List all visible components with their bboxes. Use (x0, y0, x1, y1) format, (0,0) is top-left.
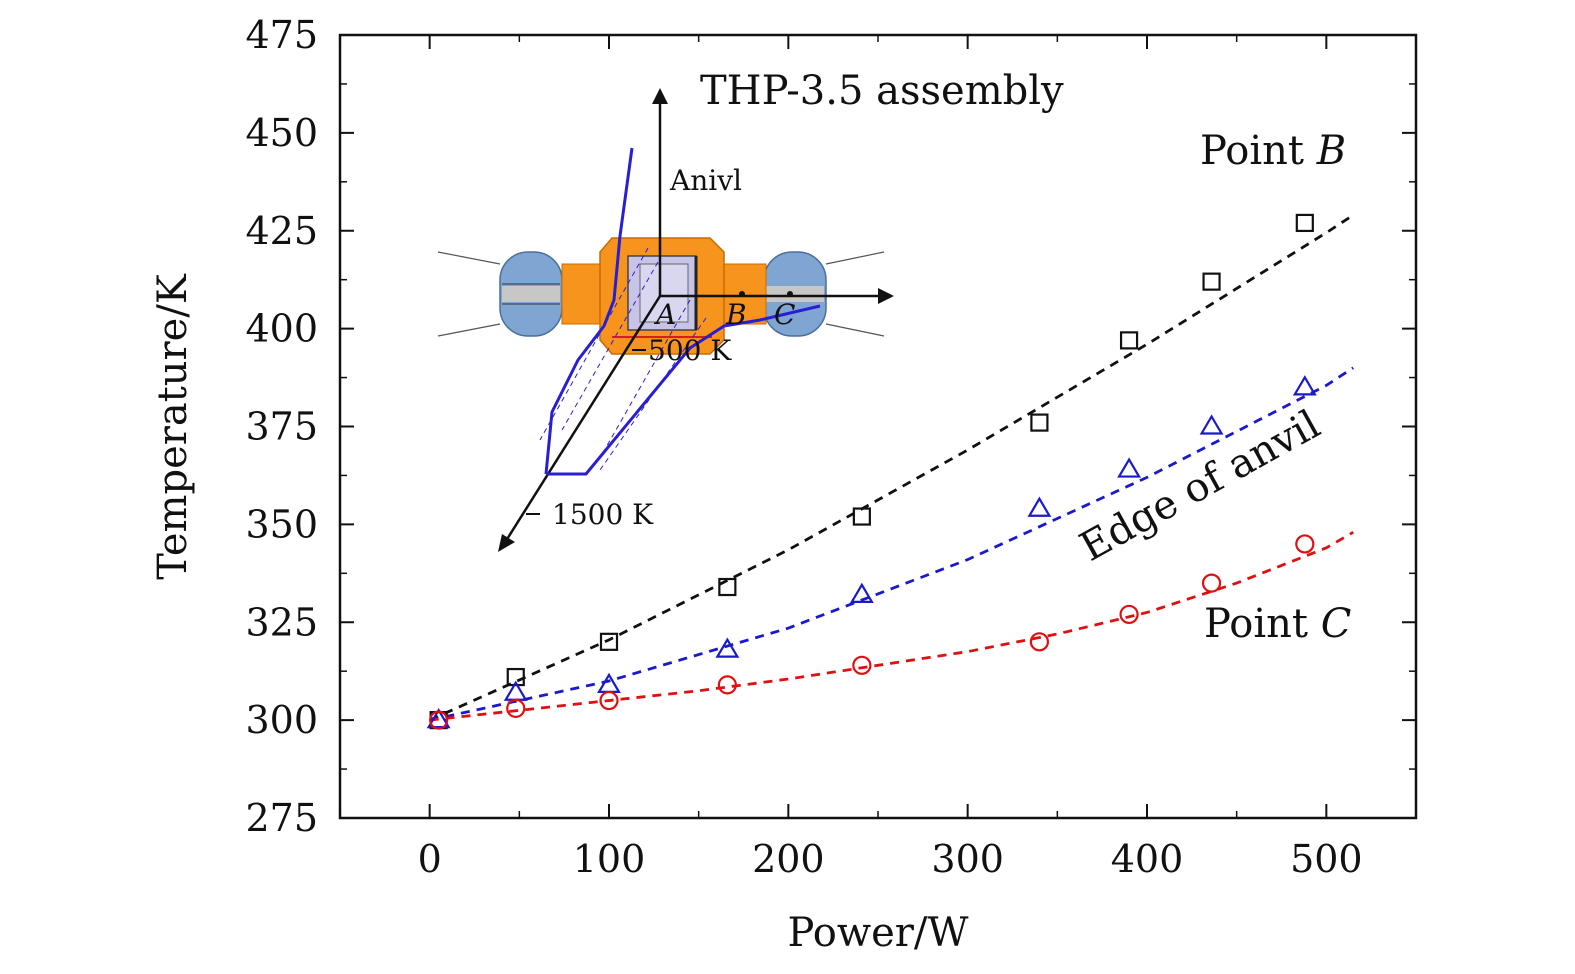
right-wire-bottom (825, 323, 885, 337)
y-tick-label: 475 (245, 13, 318, 57)
arrow-up-icon (652, 88, 668, 104)
x-axis-title: Power/W (788, 910, 969, 956)
arrow-right-icon (878, 288, 894, 304)
x-tick-label: 0 (418, 837, 442, 881)
point-b-annotation: Point B (1200, 128, 1346, 174)
arrow-down-left-icon (498, 534, 515, 552)
left-wire-top (437, 251, 501, 265)
data-point-triangle (1117, 457, 1141, 478)
fit-line-series-0 (429, 213, 1355, 722)
fit-line-series-2 (429, 530, 1354, 722)
y-axis-title: Temperature/K (150, 273, 196, 580)
data-point-circle (429, 710, 449, 730)
data-point-triangle (426, 707, 451, 729)
label-500k: 500 K (648, 334, 732, 367)
x-tick-label: 100 (573, 837, 646, 881)
point-b-label: B (725, 298, 747, 331)
point-c-annotation: Point C (1204, 601, 1351, 647)
y-tick-label: 350 (245, 502, 318, 546)
point-b-annotation-text: Point (1200, 128, 1317, 174)
x-tick-label: 200 (752, 837, 825, 881)
data-point-circle (1119, 604, 1139, 625)
right-anvil-band (766, 286, 824, 302)
tick-labels: 0 100 200 300 400 500 275 300 325 350 375 400 425 450… (245, 13, 1362, 881)
point-c-label: C (774, 298, 795, 331)
label-1500k: 1500 K (552, 498, 654, 531)
fit-lines (429, 213, 1355, 722)
data-point-triangle (1199, 414, 1224, 435)
point-b-annotation-italic: B (1316, 128, 1346, 174)
data-markers (426, 213, 1317, 730)
point-c-marker (787, 291, 793, 297)
fit-line-series-1 (429, 366, 1355, 722)
edge-of-anvil-annotation: Edge of anvil (1073, 401, 1328, 570)
data-point-circle (717, 675, 737, 695)
right-wire-top (825, 251, 885, 265)
left-anvil-band (502, 286, 560, 302)
anvil-axis-label: Anivl (669, 164, 742, 197)
y-tick-label: 425 (245, 209, 318, 253)
data-point-square (1202, 272, 1221, 291)
data-point-square (1030, 413, 1049, 432)
data-point-triangle (715, 637, 740, 658)
data-point-triangle (849, 582, 874, 603)
data-point-circle (852, 655, 872, 675)
sample-core (639, 263, 689, 323)
data-point-circle (1295, 534, 1315, 554)
point-c-annotation-text: Point (1204, 601, 1321, 647)
y-tick-label: 375 (245, 405, 318, 449)
axis-ticks (339, 34, 1417, 819)
data-point-circle (599, 690, 619, 711)
data-point-square (1119, 331, 1139, 350)
horizontal-profile-curve (546, 304, 821, 476)
y-tick-label: 325 (245, 600, 318, 644)
x-tick-label: 500 (1290, 837, 1363, 881)
data-point-triangle (1027, 496, 1052, 517)
data-point-square (506, 667, 525, 687)
y-tick-label: 450 (245, 111, 318, 155)
y-tick-label: 275 (245, 796, 318, 840)
inset-title: THP-3.5 assembly (700, 68, 1064, 114)
data-point-square (599, 632, 619, 651)
data-point-circle (1201, 573, 1222, 593)
x-tick-label: 300 (931, 837, 1004, 881)
assembly-inset: THP-3.5 assembly Anivl 500 K 1500 K A B … (437, 68, 1064, 552)
x-tick-label: 400 (1111, 837, 1184, 881)
point-c-annotation-italic: C (1321, 601, 1352, 647)
data-point-square (852, 507, 871, 526)
vertical-profile-curve (544, 147, 634, 475)
y-tick-label: 300 (245, 698, 318, 742)
y-tick-label: 400 (245, 307, 318, 351)
point-b-marker (739, 291, 745, 297)
data-point-circle (506, 698, 526, 718)
point-a-label: A (653, 298, 676, 331)
data-point-square (718, 577, 737, 597)
data-point-circle (1029, 632, 1050, 652)
data-point-square (1295, 213, 1314, 233)
inset-axes (502, 100, 884, 545)
data-point-triangle (1292, 375, 1317, 396)
left-wire-bottom (437, 323, 501, 337)
